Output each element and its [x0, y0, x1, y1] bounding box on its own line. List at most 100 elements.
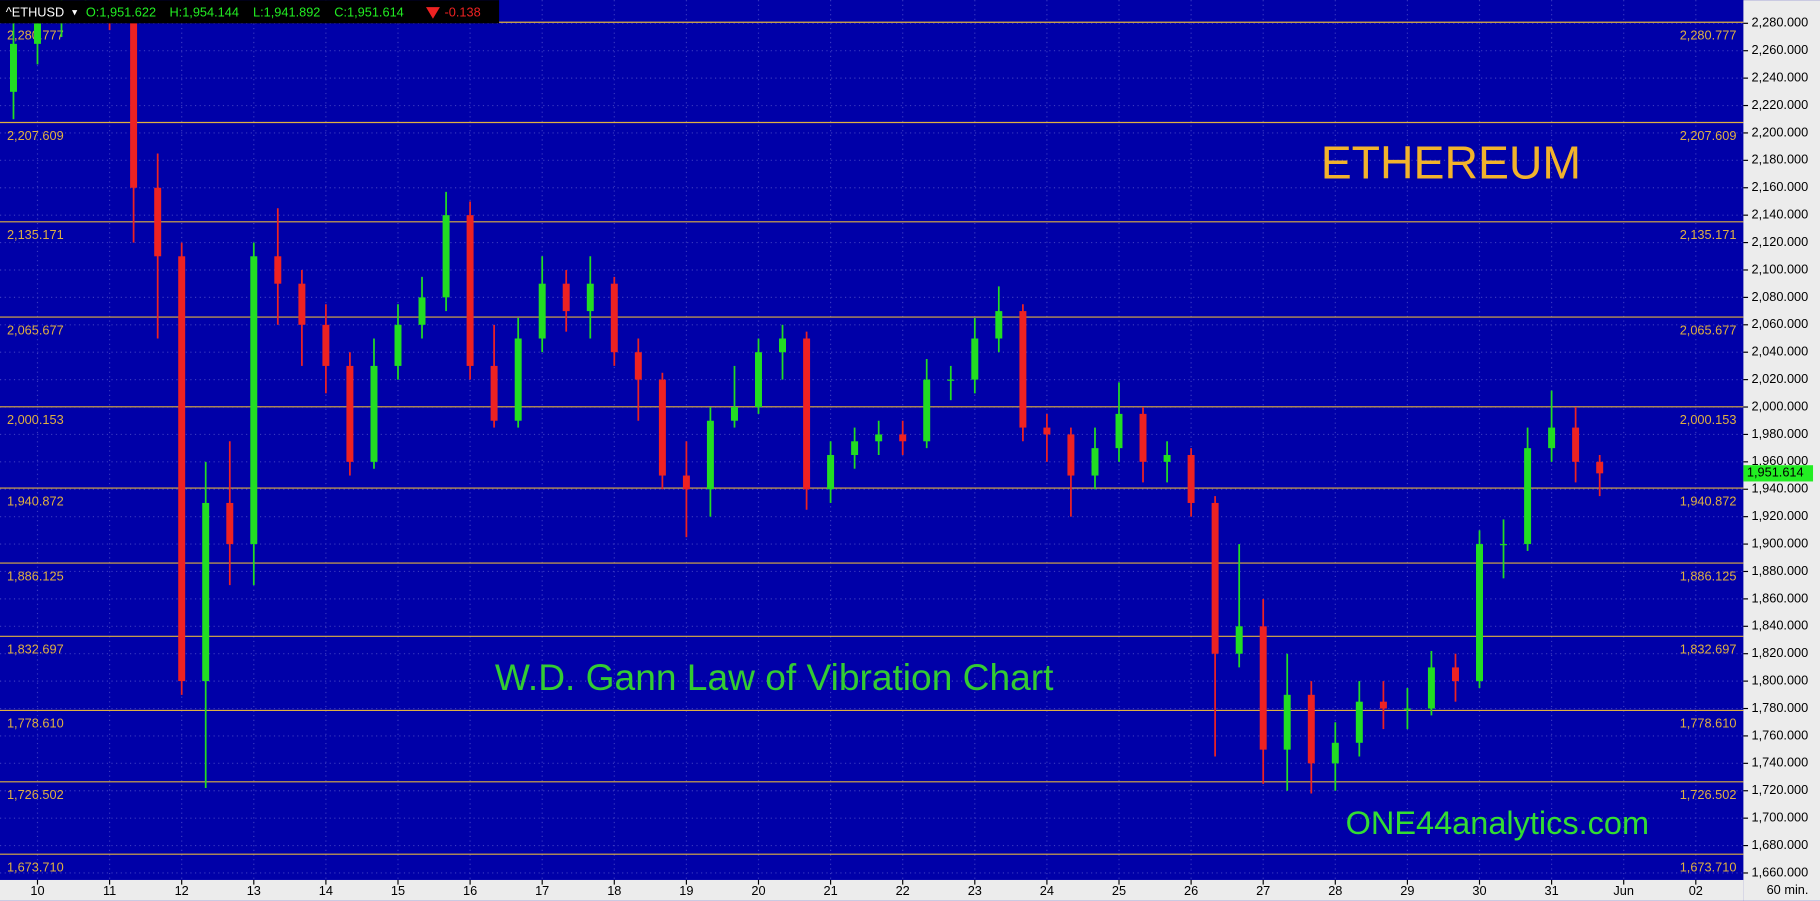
candle-body [899, 434, 907, 442]
y-axis-panel [1743, 0, 1820, 901]
y-tick-label: 2,100.000 [1752, 261, 1809, 276]
candle-body [10, 43, 17, 92]
candle-body [1067, 434, 1075, 476]
candle-body [322, 324, 330, 366]
candle-body [346, 365, 354, 462]
candle-body [1259, 626, 1267, 750]
candle-body [466, 215, 474, 366]
candle-body [1476, 544, 1483, 682]
x-tick-label: 25 [1112, 883, 1126, 898]
header-change: -0.138 [445, 4, 481, 19]
candle-body [851, 441, 859, 455]
y-tick-label: 2,060.000 [1752, 316, 1809, 331]
y-tick-label: 1,900.000 [1752, 535, 1809, 550]
x-axis-panel [0, 879, 1744, 901]
gann-label-right: 1,886.125 [1680, 568, 1737, 583]
gann-label-left: 2,207.609 [7, 128, 64, 143]
candle-body [1139, 413, 1147, 462]
y-tick-label: 2,080.000 [1752, 289, 1809, 304]
y-tick-label: 1,660.000 [1752, 864, 1809, 879]
gann-label-left: 1,940.872 [7, 493, 64, 508]
candle-body [971, 338, 979, 380]
plot-background [0, 0, 1743, 880]
candle-body [1115, 413, 1123, 449]
y-tick-label: 1,720.000 [1752, 782, 1809, 797]
dropdown-arrow[interactable]: ▾ [72, 8, 77, 19]
candle-body [130, 9, 138, 188]
candle-body [634, 352, 642, 380]
gann-label-right: 1,778.610 [1680, 716, 1737, 731]
x-tick-label: 18 [607, 883, 621, 898]
y-tick-label: 2,240.000 [1752, 69, 1809, 84]
gann-label-right: 2,135.171 [1680, 227, 1737, 242]
y-tick-label: 2,180.000 [1752, 152, 1809, 167]
candle-body [1355, 701, 1363, 743]
x-tick-label: 21 [824, 883, 838, 898]
y-tick-label: 2,120.000 [1752, 234, 1809, 249]
candle-body [370, 365, 378, 462]
last-price-label: 1,951.614 [1747, 465, 1804, 480]
candle-body [394, 324, 402, 366]
x-tick-label: 15 [391, 883, 405, 898]
gann-label-left: 1,673.710 [7, 859, 64, 874]
y-tick-label: 2,280.000 [1752, 15, 1809, 30]
candle-body [1427, 667, 1435, 709]
candle-body [658, 379, 666, 476]
x-tick-label: 11 [103, 883, 116, 898]
candle-body [779, 338, 786, 353]
x-tick-label: 17 [535, 883, 549, 898]
y-tick-label: 2,020.000 [1752, 371, 1809, 386]
y-tick-label: 2,000.000 [1752, 398, 1809, 413]
x-tick-label: 26 [1184, 883, 1198, 898]
x-tick-label: 27 [1256, 883, 1270, 898]
last-price-tag [1743, 465, 1814, 482]
gann-label-right: 1,673.710 [1680, 859, 1737, 874]
x-tick-label: 31 [1545, 883, 1559, 898]
y-tick-label: 2,160.000 [1752, 179, 1809, 194]
y-tick-label: 1,840.000 [1752, 618, 1809, 633]
gann-label-left: 2,065.677 [7, 322, 64, 337]
gann-label-right: 1,940.872 [1680, 493, 1737, 508]
header-close: C:1,951.614 [334, 4, 403, 19]
x-tick-label: 14 [319, 883, 333, 898]
candle-body [1043, 427, 1051, 435]
candle-body [418, 297, 426, 325]
candle-body [755, 352, 762, 408]
x-tick-label: 22 [896, 883, 910, 898]
candle-body [1187, 454, 1195, 503]
candle-body [1331, 742, 1339, 764]
y-tick-label: 1,860.000 [1752, 590, 1809, 605]
candle-body [1452, 667, 1459, 682]
symbol[interactable]: ^ETHUSD [6, 4, 64, 19]
candle-body [1307, 694, 1315, 764]
interval-label: 60 min. [1767, 882, 1809, 897]
candle-body [1524, 448, 1532, 545]
y-tick-label: 1,680.000 [1752, 837, 1809, 852]
candle-body [803, 338, 811, 490]
header-high: H:1,954.144 [169, 4, 238, 19]
candle-body [1091, 448, 1099, 476]
candle-body [1403, 708, 1411, 710]
gann-label-right: 2,280.777 [1680, 28, 1737, 43]
candle-body [1283, 694, 1291, 750]
candle-body [875, 434, 883, 442]
y-tick-label: 2,200.000 [1752, 124, 1809, 139]
x-tick-label: Jun [1613, 883, 1634, 898]
watermark: ONE44analytics.com [1346, 805, 1649, 841]
candle-body [586, 283, 594, 312]
header-bar [0, 0, 500, 24]
y-tick-label: 1,760.000 [1752, 727, 1809, 742]
gann-label-left: 2,000.153 [7, 412, 64, 427]
gann-label-right: 2,207.609 [1680, 128, 1737, 143]
candle-body [514, 338, 522, 421]
x-tick-label: 19 [679, 883, 693, 898]
x-tick-label: 13 [247, 883, 261, 898]
candle-body [298, 283, 306, 325]
y-tick-label: 1,780.000 [1752, 700, 1809, 715]
gann-label-left: 1,778.610 [7, 716, 64, 731]
y-tick-label: 2,040.000 [1752, 344, 1809, 359]
y-tick-label: 2,260.000 [1752, 42, 1809, 57]
candle-body [923, 379, 931, 442]
candle-body [1163, 454, 1171, 462]
x-tick-label: 23 [968, 883, 982, 898]
